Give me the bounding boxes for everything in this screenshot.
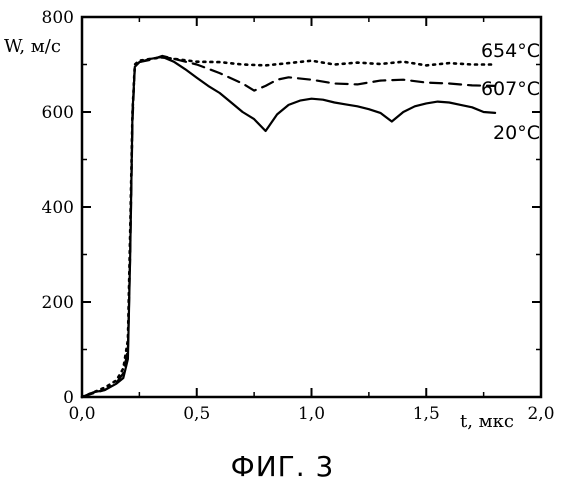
x-axis-label: t, мкс — [460, 411, 514, 432]
text-labels: 0,00,51,01,52,00200400600800654°C607°C20… — [42, 8, 555, 424]
y-tick-label: 400 — [42, 198, 74, 218]
x-tick-label: 0,5 — [183, 404, 210, 424]
series-lines — [82, 56, 495, 397]
series-label: 607°C — [481, 78, 540, 100]
tick-marks — [82, 17, 541, 397]
x-tick-label: 1,5 — [413, 404, 440, 424]
series-line-dotted — [82, 57, 495, 397]
line-chart: 0,00,51,01,52,00200400600800654°C607°C20… — [0, 0, 565, 450]
series-line-solid — [82, 57, 495, 397]
y-tick-label: 0 — [63, 388, 74, 408]
x-tick-label: 1,0 — [298, 404, 325, 424]
figure-caption: ФИГ. 3 — [0, 450, 565, 483]
y-tick-label: 200 — [42, 293, 74, 313]
series-line-dashed — [82, 56, 495, 397]
y-tick-label: 600 — [42, 103, 74, 123]
plot-frame — [82, 17, 541, 397]
series-label: 654°C — [481, 40, 540, 62]
y-axis-label: W, м/с — [4, 36, 61, 57]
x-tick-label: 2,0 — [527, 404, 554, 424]
series-label: 20°C — [493, 122, 540, 144]
y-tick-label: 800 — [42, 8, 74, 28]
